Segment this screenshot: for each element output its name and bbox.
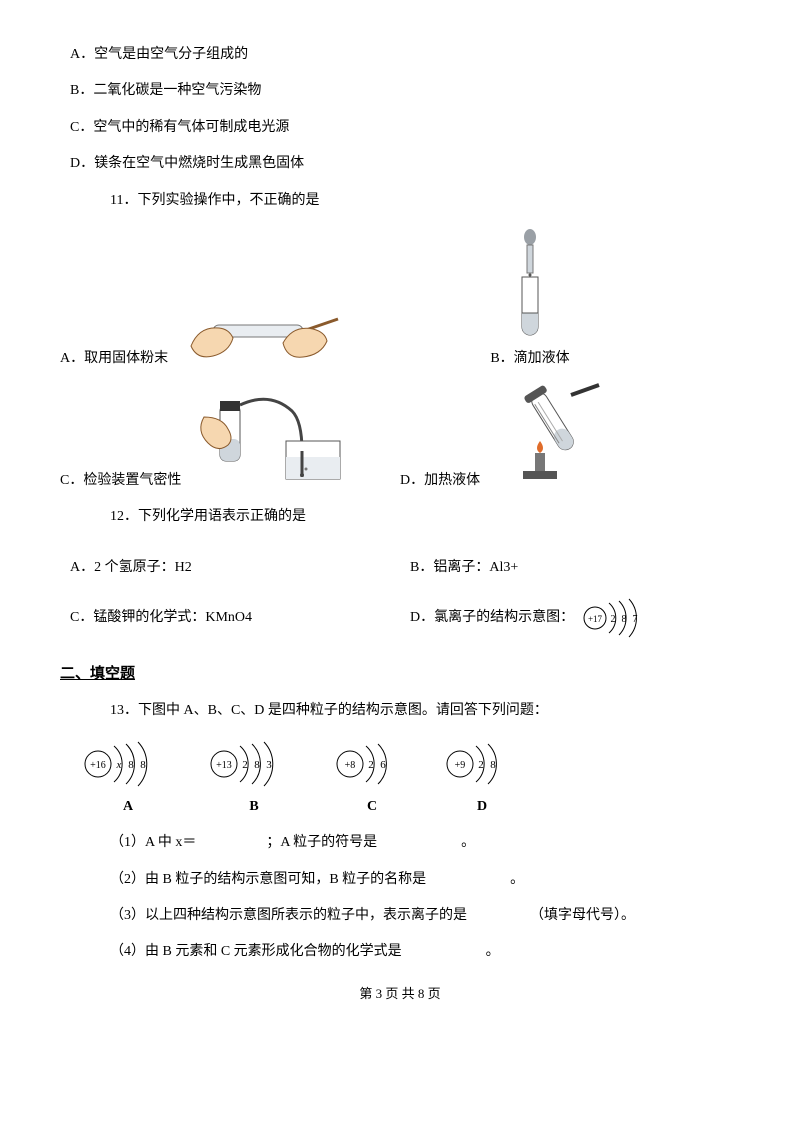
svg-text:8: 8: [622, 614, 627, 625]
q13-sub2: （2）由 B 粒子的结构示意图可知，B 粒子的名称是 。: [110, 869, 740, 891]
q12-optC: C．锰酸钾的化学式：KMnO4: [70, 607, 410, 629]
q11-optA-label: A．取用固体粉末: [60, 348, 168, 370]
cl-nucleus: +17: [588, 614, 603, 624]
q12-optD-label: D．氯离子的结构示意图：: [410, 607, 574, 629]
svg-text:+16: +16: [90, 760, 106, 771]
svg-text:2: 2: [242, 759, 248, 771]
q12-optA: A．2 个氢原子：H2: [70, 557, 410, 579]
q10-option-a: A．空气是由空气分子组成的: [70, 44, 740, 66]
svg-text:2: 2: [611, 614, 616, 625]
q12-stem: 12．下列化学用语表示正确的是: [110, 506, 740, 528]
q13-sub3: （3）以上四种结构示意图所表示的粒子中，表示离子的是 （填字母代号）。: [110, 905, 740, 927]
atom-B-label: B: [206, 796, 302, 818]
q13-stem: 13．下图中 A、B、C、D 是四种粒子的结构示意图。请回答下列问题：: [110, 700, 740, 722]
q13-sub4: （4）由 B 元素和 C 元素形成化合物的化学式是 。: [110, 941, 740, 963]
svg-text:+13: +13: [216, 760, 232, 771]
svg-text:8: 8: [140, 759, 146, 771]
q11-imgD-heating-icon: [486, 380, 608, 492]
svg-text:2: 2: [478, 759, 484, 771]
svg-text:6: 6: [380, 759, 386, 771]
svg-text:8: 8: [128, 759, 134, 771]
svg-text:7: 7: [633, 614, 638, 625]
q11-optB-label: B．滴加液体: [490, 348, 569, 370]
q11-stem: 11．下列实验操作中，不正确的是: [110, 190, 740, 212]
q11-imgB-dropper-icon: [499, 226, 561, 348]
atom-B-icon: +13 2 8 3: [206, 736, 302, 792]
svg-text:2: 2: [368, 759, 374, 771]
atom-D-icon: +9 2 8: [442, 736, 522, 792]
q11-imgC-airtight-icon: [185, 380, 367, 492]
svg-text:x: x: [116, 759, 122, 771]
atom-A-icon: +16 x 8 8: [80, 736, 176, 792]
q10-option-d: D．镁条在空气中燃烧时生成黑色固体: [70, 153, 740, 175]
q12-optB: B．铝离子：Al3+: [410, 557, 670, 579]
q11-imgA-hands-icon: [172, 290, 354, 370]
svg-text:8: 8: [254, 759, 260, 771]
q13-sub1: （1）A 中 x＝ ；A 粒子的符号是 。: [110, 832, 740, 854]
svg-text:3: 3: [266, 759, 272, 771]
atom-D-label: D: [442, 796, 522, 818]
section2-title: 二、填空题: [60, 662, 740, 686]
atom-C-icon: +8 2 6: [332, 736, 412, 792]
q11-optC-label: C．检验装置气密性: [60, 470, 181, 492]
atom-A-label: A: [80, 796, 176, 818]
atom-C-label: C: [332, 796, 412, 818]
svg-text:8: 8: [490, 759, 496, 771]
q10-option-c: C．空气中的稀有气体可制成电光源: [70, 117, 740, 139]
svg-text:+9: +9: [455, 760, 466, 771]
page-footer: 第 3 页 共 8 页: [60, 984, 740, 1005]
q10-option-b: B．二氧化碳是一种空气污染物: [70, 80, 740, 102]
q13-atoms-row: +16 x 8 8 A +13 2 8 3 B: [80, 736, 740, 818]
svg-text:+8: +8: [345, 760, 356, 771]
q11-optD-label: D．加热液体: [400, 470, 480, 492]
q12-chlorine-atom-icon: +17 2 8 7: [578, 594, 656, 642]
